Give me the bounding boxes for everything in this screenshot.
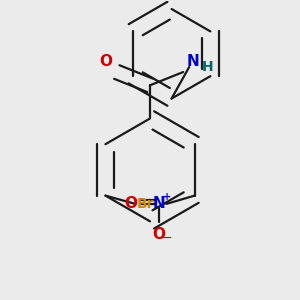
Text: O: O xyxy=(99,54,112,69)
Text: +: + xyxy=(163,192,171,202)
Text: O: O xyxy=(124,196,137,211)
Text: H: H xyxy=(201,60,213,74)
Text: Br: Br xyxy=(137,197,154,211)
Text: O: O xyxy=(152,227,166,242)
Text: N: N xyxy=(153,196,165,211)
Text: N: N xyxy=(187,54,199,69)
Text: −: − xyxy=(162,232,172,244)
